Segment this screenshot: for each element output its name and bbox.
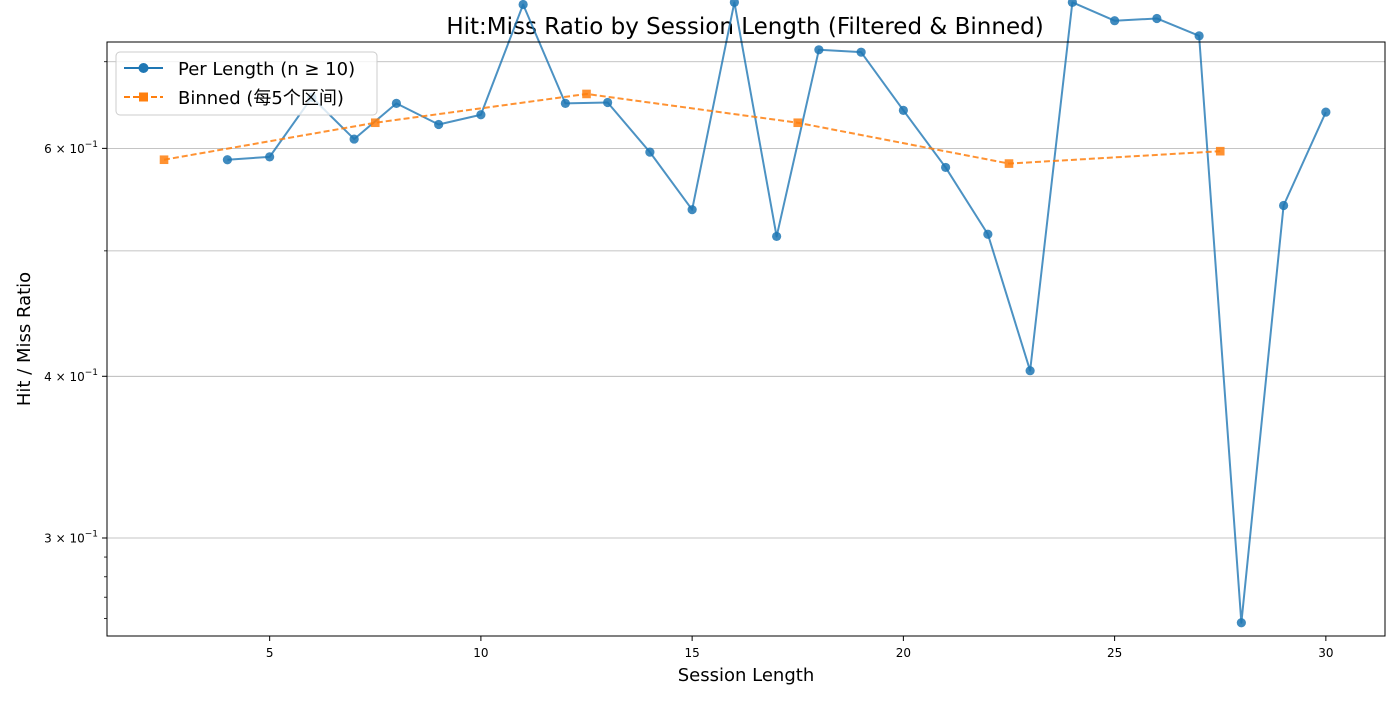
legend-frame	[115, 51, 378, 116]
data-point	[1279, 200, 1289, 211]
data-point	[814, 45, 824, 55]
data-point	[159, 155, 169, 165]
data-point	[772, 231, 782, 242]
data-point	[687, 205, 697, 215]
data-point	[265, 152, 275, 162]
series-per-length	[222, 0, 1331, 628]
series-line	[227, 1, 1327, 624]
legend-label-per-length: Per Length (n ≥ 10)	[178, 59, 355, 80]
x-tick-label: 15	[684, 646, 699, 660]
x-axis-label: Session Length	[678, 665, 815, 686]
data-point	[1321, 107, 1331, 117]
data-point	[1110, 16, 1120, 26]
data-point	[434, 119, 444, 130]
plot-frame	[106, 41, 1386, 637]
x-axis-ticks: 5 10 15 20 25 30	[266, 636, 1333, 660]
data-point	[560, 98, 570, 108]
data-point	[645, 147, 655, 157]
legend-marker-binned	[139, 92, 148, 102]
data-point	[1067, 0, 1077, 7]
data-point	[983, 229, 993, 239]
series-line	[163, 92, 1221, 165]
data-point	[476, 110, 486, 120]
data-point	[582, 89, 591, 99]
y-axis-ticks: 3 × 10−1 4 × 10−1 6 × 10−1	[44, 61, 107, 619]
legend: Per Length (n ≥ 10) Binned (每5个区间)	[115, 51, 378, 116]
x-tick-label: 10	[473, 646, 488, 660]
grid-lines	[107, 61, 1385, 539]
data-point	[856, 47, 866, 57]
data-point	[1025, 366, 1035, 376]
data-point	[222, 155, 233, 165]
y-tick-label: 3 × 10−1	[44, 529, 98, 545]
data-point	[793, 118, 803, 128]
x-tick-label: 20	[896, 646, 911, 660]
y-axis-label: Hit / Miss Ratio	[14, 272, 35, 406]
series-binned	[159, 89, 1225, 168]
x-tick-label: 30	[1318, 646, 1333, 660]
data-point	[1194, 31, 1204, 41]
data-point	[729, 0, 739, 7]
legend-marker-per-length	[138, 63, 149, 73]
data-point	[391, 98, 401, 108]
x-tick-label: 5	[266, 646, 274, 660]
data-point	[941, 162, 951, 173]
data-point	[349, 134, 359, 144]
data-point	[1215, 146, 1225, 156]
data-point	[603, 97, 613, 108]
y-tick-label: 4 × 10−1	[44, 368, 98, 384]
chart-title: Hit:Miss Ratio by Session Length (Filter…	[446, 14, 1043, 40]
data-point	[898, 105, 908, 115]
y-tick-label: 6 × 10−1	[44, 140, 98, 156]
data-point	[370, 118, 380, 128]
legend-label-binned: Binned (每5个区间)	[178, 88, 344, 109]
data-point	[518, 0, 528, 10]
data-point	[1152, 13, 1162, 24]
data-point	[1236, 618, 1246, 628]
data-point	[1004, 159, 1014, 168]
x-tick-label: 25	[1107, 646, 1122, 660]
